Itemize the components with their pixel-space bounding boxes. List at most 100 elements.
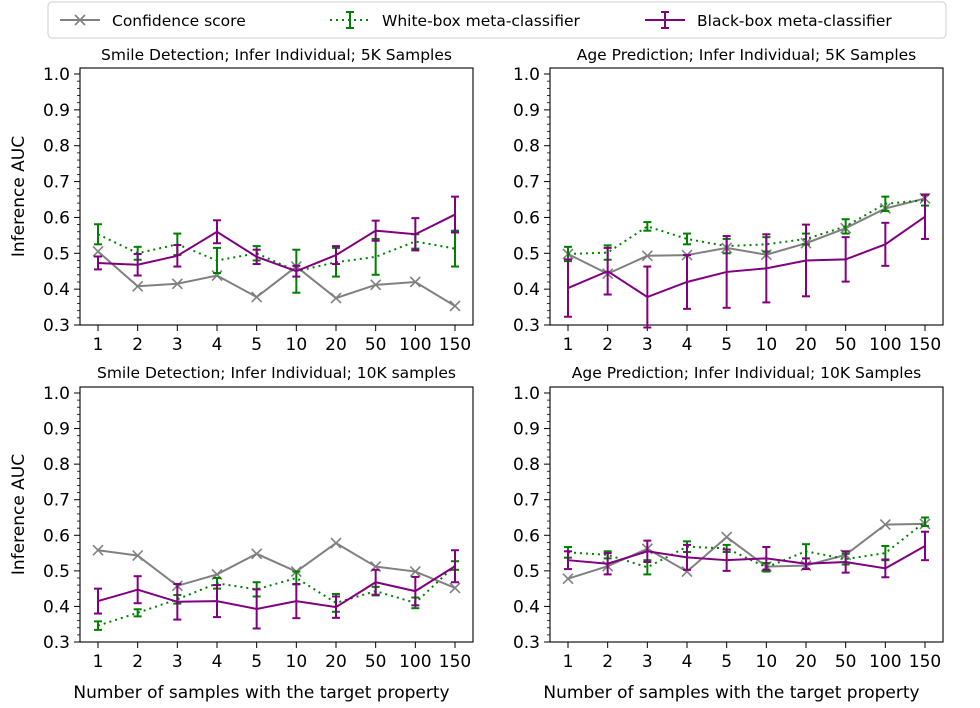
axes-frame xyxy=(79,67,474,326)
y-tick-label: 0.4 xyxy=(43,280,70,300)
y-tick-label: 0.6 xyxy=(43,526,70,546)
y-tick-label: 0.6 xyxy=(513,526,540,546)
series-line xyxy=(567,545,926,570)
series-line xyxy=(97,213,456,273)
x-marker xyxy=(92,245,104,258)
y-tick-label: 0.3 xyxy=(43,633,70,653)
legend: Confidence score White-box meta-classifie… xyxy=(47,1,947,39)
y-tick-label: 0.4 xyxy=(43,597,70,617)
x-marker xyxy=(409,566,421,578)
x-axis-label: Number of samples with the target proper… xyxy=(543,683,919,703)
series-white-box-meta-classifier xyxy=(94,560,459,631)
y-tick-label: 0.8 xyxy=(43,137,70,157)
panel-title: Age Prediction; Infer Individual; 10K Sa… xyxy=(572,364,921,382)
x-tick-label: 5 xyxy=(251,335,262,355)
x-marker xyxy=(74,14,86,26)
y-tick-label: 0.9 xyxy=(43,420,70,440)
chart-panel: Smile Detection; Infer Individual; 10K s… xyxy=(9,364,474,703)
chart-panel: Age Prediction; Infer Individual; 5K Sam… xyxy=(513,46,944,355)
y-tick-label: 0.6 xyxy=(513,208,540,228)
y-tick-label: 0.3 xyxy=(513,633,540,653)
legend-item: White-box meta-classifier xyxy=(330,11,580,30)
x-marker xyxy=(641,250,653,262)
legend-label: Confidence score xyxy=(112,12,246,30)
y-tick-label: 0.9 xyxy=(513,420,540,440)
x-tick-label: 10 xyxy=(286,335,308,355)
x-tick-label: 1 xyxy=(563,335,574,355)
x-tick-label: 1 xyxy=(93,335,104,355)
y-tick-label: 1.0 xyxy=(513,384,540,404)
x-tick-label: 150 xyxy=(439,652,471,672)
x-tick-label: 100 xyxy=(399,335,431,355)
y-tick-label: 0.5 xyxy=(513,562,540,582)
panel-title: Smile Detection; Infer Individual; 10K s… xyxy=(97,364,456,382)
y-tick-label: 1.0 xyxy=(43,65,70,85)
y-tick-label: 0.7 xyxy=(43,173,70,193)
x-marker xyxy=(330,537,342,549)
x-tick-label: 100 xyxy=(399,652,431,672)
series-line xyxy=(97,541,456,589)
x-tick-label: 150 xyxy=(909,335,941,355)
x-tick-label: 5 xyxy=(721,652,732,672)
x-marker xyxy=(449,582,461,594)
x-tick-label: 4 xyxy=(212,335,223,355)
series-confidence-score xyxy=(562,192,931,280)
axes-frame xyxy=(549,386,944,643)
series-line xyxy=(567,215,926,299)
x-axis-label: Number of samples with the target proper… xyxy=(73,683,449,703)
x-tick-label: 2 xyxy=(602,652,613,672)
y-tick-label: 0.7 xyxy=(513,491,540,511)
x-tick-label: 2 xyxy=(602,335,613,355)
y-tick-label: 0.5 xyxy=(43,244,70,264)
y-tick-label: 0.8 xyxy=(43,455,70,475)
y-axis-label: Inference AUC xyxy=(9,136,29,257)
x-tick-label: 20 xyxy=(795,335,817,355)
y-tick-label: 0.5 xyxy=(513,244,540,264)
x-tick-label: 1 xyxy=(93,652,104,672)
series-black-box-meta-classifier xyxy=(564,530,929,579)
y-tick-label: 1.0 xyxy=(43,384,70,404)
panel-title: Smile Detection; Infer Individual; 5K Sa… xyxy=(101,46,452,64)
series-line xyxy=(97,233,456,273)
x-tick-label: 3 xyxy=(172,652,183,672)
x-marker xyxy=(409,276,421,288)
y-tick-label: 0.4 xyxy=(513,597,540,617)
x-tick-label: 50 xyxy=(365,335,387,355)
x-tick-label: 150 xyxy=(909,652,941,672)
legend-label: White-box meta-classifier xyxy=(382,12,580,30)
x-marker xyxy=(449,300,461,312)
x-tick-label: 50 xyxy=(365,652,387,672)
x-tick-label: 4 xyxy=(682,335,693,355)
y-tick-label: 0.9 xyxy=(513,101,540,121)
chart-panels: Smile Detection; Infer Individual; 5K Sa… xyxy=(9,46,944,703)
y-tick-label: 0.5 xyxy=(43,562,70,582)
x-marker xyxy=(562,573,574,585)
series-line xyxy=(97,564,456,627)
x-tick-label: 10 xyxy=(756,335,778,355)
x-marker xyxy=(879,519,891,531)
axes-frame xyxy=(549,67,944,326)
x-marker xyxy=(132,549,144,562)
y-tick-label: 0.3 xyxy=(43,316,70,336)
x-marker xyxy=(370,279,382,291)
x-tick-label: 3 xyxy=(642,335,653,355)
x-tick-label: 10 xyxy=(756,652,778,672)
legend-box xyxy=(47,1,947,39)
x-tick-label: 50 xyxy=(835,335,857,355)
series-black-box-meta-classifier xyxy=(94,195,459,278)
chart-panel: Age Prediction; Infer Individual; 10K Sa… xyxy=(513,364,944,703)
series-line xyxy=(567,520,926,569)
x-marker xyxy=(251,291,263,303)
y-tick-label: 0.9 xyxy=(43,101,70,121)
x-tick-label: 100 xyxy=(869,335,901,355)
x-marker xyxy=(251,548,263,560)
x-marker xyxy=(171,278,183,290)
x-tick-label: 150 xyxy=(439,335,471,355)
x-tick-label: 4 xyxy=(682,652,693,672)
series-line xyxy=(97,565,456,610)
x-tick-label: 100 xyxy=(869,652,901,672)
x-tick-label: 20 xyxy=(325,335,347,355)
series-line xyxy=(567,199,926,256)
x-tick-label: 3 xyxy=(642,652,653,672)
y-tick-label: 0.6 xyxy=(43,208,70,228)
